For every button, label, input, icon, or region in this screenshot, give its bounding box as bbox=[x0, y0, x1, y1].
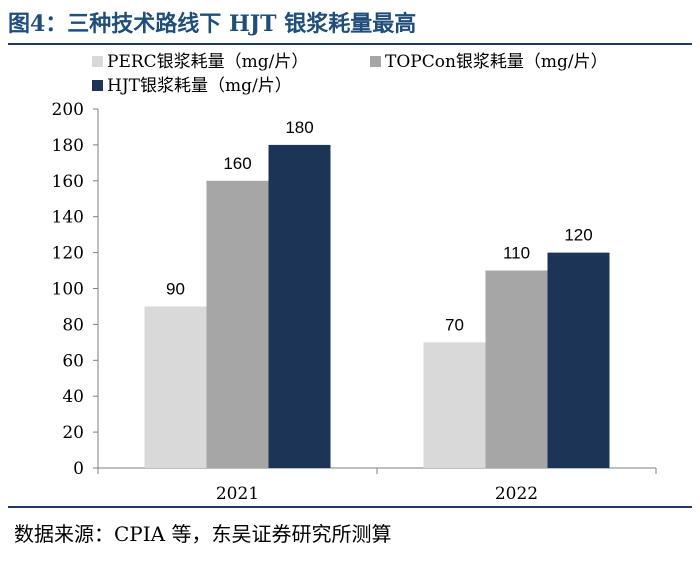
data-label: 160 bbox=[223, 154, 251, 173]
bar bbox=[547, 252, 610, 468]
legend-label: HJT银浆耗量（mg/片） bbox=[107, 76, 292, 96]
data-label: 120 bbox=[564, 226, 592, 245]
y-tick-label: 200 bbox=[52, 100, 84, 120]
bar bbox=[268, 144, 331, 468]
source-note: 数据来源：CPIA 等，东吴证券研究所测算 bbox=[14, 522, 392, 546]
legend-swatch bbox=[370, 56, 381, 67]
x-tick-label: 2021 bbox=[216, 484, 259, 504]
legend-label: TOPCon银浆耗量（mg/片） bbox=[385, 52, 608, 72]
bar bbox=[485, 270, 548, 468]
data-label: 70 bbox=[445, 315, 464, 334]
bar bbox=[144, 306, 207, 468]
y-tick-label: 100 bbox=[52, 280, 84, 300]
figure-title: 图4：三种技术路线下 HJT 银浆耗量最高 bbox=[8, 11, 417, 37]
data-label: 180 bbox=[285, 118, 313, 137]
y-tick-label: 0 bbox=[73, 459, 84, 479]
y-tick-label: 120 bbox=[52, 244, 84, 264]
x-tick-label: 2022 bbox=[495, 484, 538, 504]
title-rule bbox=[8, 43, 692, 45]
data-label: 110 bbox=[503, 244, 530, 263]
legend-swatch bbox=[92, 80, 103, 91]
data-label: 90 bbox=[166, 279, 185, 298]
y-tick-label: 160 bbox=[52, 172, 84, 192]
y-tick-label: 40 bbox=[62, 387, 84, 407]
source-rule bbox=[8, 506, 692, 508]
legend-label: PERC银浆耗量（mg/片） bbox=[107, 52, 308, 72]
y-tick-label: 180 bbox=[52, 136, 84, 156]
legend-swatch bbox=[92, 56, 103, 67]
bar bbox=[423, 342, 486, 468]
y-tick-label: 80 bbox=[62, 315, 84, 335]
bar bbox=[206, 180, 269, 469]
y-tick-label: 140 bbox=[52, 208, 84, 228]
y-tick-label: 60 bbox=[62, 351, 84, 371]
y-tick-label: 20 bbox=[62, 423, 84, 443]
